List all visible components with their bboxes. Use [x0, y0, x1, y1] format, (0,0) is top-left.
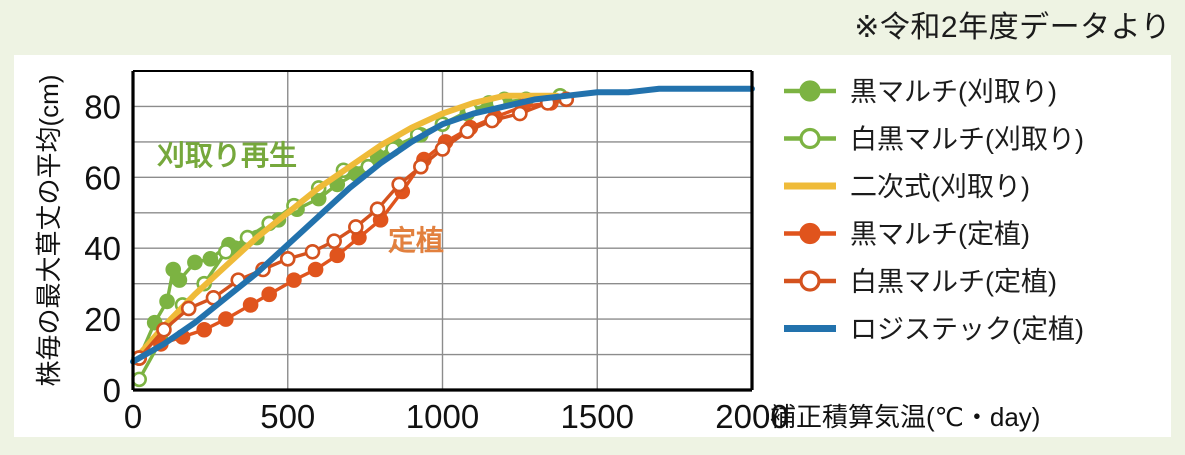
axes: [131, 70, 754, 392]
data-point: [329, 247, 346, 264]
data-point: [159, 293, 175, 310]
legend-item-label: 黒マルチ(刈取り): [850, 77, 1057, 107]
data-point: [413, 158, 429, 175]
data-point: [512, 105, 528, 122]
series-line: [130, 85, 755, 365]
series-ロジステック(定植): [130, 85, 755, 365]
plot-background: [14, 55, 1171, 437]
chart-card: 0 20 40 60 80 0 500 1000 1500 2000 刈取り再生定植 株毎の最大草…: [14, 55, 1171, 437]
data-point: [218, 243, 234, 260]
x-axis-title: 補正積算気温(℃・day): [770, 402, 1040, 432]
legend-item-label: 白黒マルチ(定植): [850, 267, 1057, 297]
legend-item-label: 二次式(刈取り): [850, 172, 1030, 202]
legend-item-label: 黒マルチ(定植): [850, 220, 1030, 250]
data-point: [484, 112, 500, 129]
data-point: [279, 251, 296, 267]
axis-titles: 株毎の最大草丈の平均(cm) 補正積算気温(℃・day): [34, 75, 1040, 432]
legend-item-quadratic-cut[interactable]: 二次式(刈取り): [784, 172, 1030, 202]
y-axis-title: 株毎の最大草丈の平均(cm): [34, 75, 64, 387]
legend-item-black-mulch-cut[interactable]: 黒マルチ(刈取り): [784, 77, 1057, 107]
data-point: [459, 123, 476, 140]
legend-item-white-black-mulch-planted[interactable]: 白黒マルチ(定植): [784, 267, 1057, 297]
y-tick-label: 20: [84, 301, 121, 338]
data-point: [202, 251, 219, 267]
tick-labels: 0 20 40 60 80 0 500 1000 1500 2000: [84, 88, 788, 435]
series-layer: [130, 85, 755, 388]
legend-item-white-black-mulch-cut[interactable]: 白黒マルチ(刈取り): [784, 125, 1084, 155]
series-二次式(刈取り): [133, 92, 561, 362]
data-point: [171, 272, 188, 288]
data-point: [156, 321, 172, 338]
data-point: [218, 311, 234, 327]
legend-swatch-marker: [799, 270, 821, 292]
plot-annotation: 定植: [388, 224, 444, 256]
x-tick-label: 500: [260, 398, 315, 435]
data-point: [369, 201, 386, 218]
series-line: [133, 92, 561, 362]
y-tick-label: 40: [84, 230, 121, 267]
data-point: [180, 300, 197, 317]
data-point: [286, 272, 302, 288]
source-note: ※令和2年度データより: [854, 11, 1171, 44]
y-tick-label: 60: [84, 159, 121, 196]
data-point: [304, 243, 321, 260]
data-point: [326, 233, 342, 249]
x-tick-label: 2000: [715, 398, 788, 435]
plot-annotation: 刈取り再生: [157, 140, 297, 171]
data-point: [187, 254, 203, 271]
x-tick-label: 1500: [561, 398, 634, 435]
legend-item-label: ロジステック(定植): [850, 315, 1084, 345]
data-point: [391, 176, 407, 193]
y-tick-label: 0: [103, 372, 121, 409]
legend-swatch-marker: [799, 222, 821, 245]
data-point: [196, 321, 212, 338]
x-tick-label: 1000: [406, 398, 479, 435]
data-point: [434, 141, 451, 157]
x-tick-label: 0: [124, 398, 142, 435]
y-tick-label: 80: [84, 88, 121, 125]
legend-item-black-mulch-planted[interactable]: 黒マルチ(定植): [784, 220, 1030, 250]
data-point: [131, 371, 147, 388]
data-point: [242, 297, 259, 313]
gridlines: [133, 71, 752, 390]
data-point: [307, 261, 324, 278]
legend-swatch-marker: [799, 127, 821, 150]
legend: 黒マルチ(刈取り) 白黒マルチ(刈取り) 二次式(刈取り) 黒マルチ(定植) 白黒マルチ…: [784, 77, 1084, 345]
legend-swatch-marker: [799, 80, 821, 102]
legend-item-logistic-planted[interactable]: ロジステック(定植): [784, 315, 1084, 345]
legend-item-label: 白黒マルチ(刈取り): [850, 125, 1084, 155]
data-point: [261, 286, 277, 303]
data-point: [348, 219, 364, 235]
